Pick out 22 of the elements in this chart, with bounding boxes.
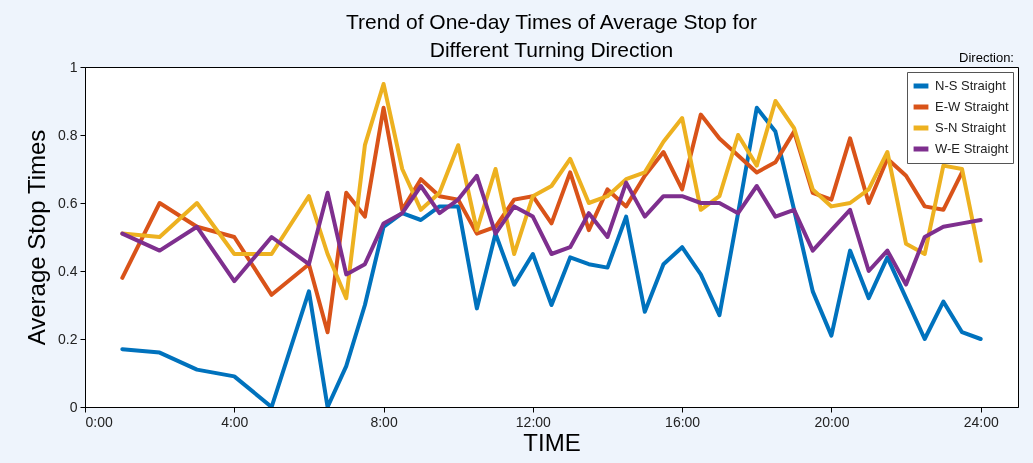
line-series (120, 173, 983, 287)
x-tick-label: 4:00 (221, 413, 249, 430)
legend-label: S-N Straight (935, 120, 1007, 135)
y-tick-label: 0.8 (58, 126, 78, 143)
x-axis-title: TIME (523, 428, 581, 456)
x-tick-label: 16:00 (665, 413, 701, 430)
x-tick-label: 20:00 (814, 413, 850, 430)
legend-title: Direction: (959, 50, 1014, 65)
chart-title: Trend of One-day Times of Average Stop for Different Turning Direction (346, 10, 757, 61)
legend-label: N-S Straight (935, 78, 1007, 93)
x-tick-label: 8:00 (370, 413, 398, 430)
x-tick-label: 12:00 (515, 413, 552, 430)
legend-label: E-W Straight (935, 99, 1010, 114)
y-tick-label: 0.6 (58, 194, 78, 211)
y-axis-title: Average Stop Times (23, 129, 51, 346)
y-tick-label: 0 (69, 398, 78, 415)
y-tick-label: 1 (69, 58, 78, 75)
x-tick-label: 24:00 (963, 413, 999, 430)
y-tick-label: 0.4 (58, 262, 78, 279)
y-tick-label: 0.2 (58, 330, 78, 347)
x-tick-label: 0:00 (85, 413, 113, 430)
legend-label: W-E Straight (935, 141, 1009, 156)
